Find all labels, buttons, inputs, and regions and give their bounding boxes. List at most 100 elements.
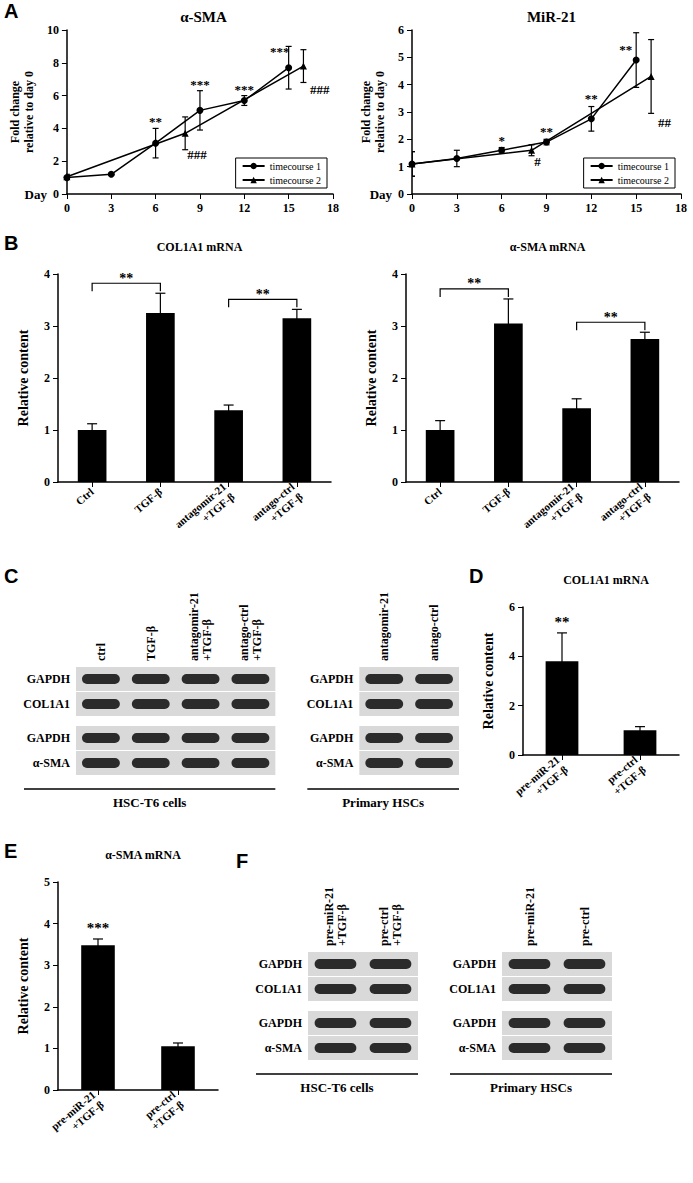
svg-text:2: 2 — [44, 1000, 50, 1014]
svg-text:3: 3 — [44, 319, 50, 333]
svg-text:3: 3 — [44, 958, 50, 972]
svg-text:**: ** — [619, 42, 632, 57]
svg-text:12: 12 — [585, 201, 597, 215]
svg-text:***: *** — [190, 77, 210, 92]
svg-text:GAPDH: GAPDH — [310, 731, 354, 745]
svg-text:2: 2 — [53, 154, 59, 168]
svg-text:+TGF-β: +TGF-β — [611, 763, 648, 797]
svg-text:Relative content: Relative content — [16, 937, 31, 1034]
svg-text:4: 4 — [53, 121, 59, 135]
svg-text:4: 4 — [398, 78, 404, 92]
svg-text:GAPDH: GAPDH — [27, 731, 71, 745]
svg-text:relative to day 0: relative to day 0 — [22, 71, 36, 153]
svg-text:3: 3 — [108, 201, 114, 215]
svg-text:+TGF-β: +TGF-β — [149, 1098, 186, 1132]
svg-text:α-SMA mRNA: α-SMA mRNA — [105, 848, 181, 862]
svg-text:antagomir-21+TGF-β: antagomir-21+TGF-β — [187, 592, 214, 661]
svg-text:timecourse 2: timecourse 2 — [270, 175, 321, 186]
svg-text:Day: Day — [370, 187, 393, 202]
svg-text:COL1A1: COL1A1 — [307, 697, 354, 711]
svg-text:2: 2 — [392, 371, 398, 385]
svg-text:9: 9 — [197, 201, 203, 215]
svg-text:COL1A1: COL1A1 — [449, 982, 496, 996]
svg-text:0: 0 — [392, 475, 398, 489]
svg-text:0: 0 — [44, 1083, 50, 1097]
svg-text:Ctrl: Ctrl — [421, 485, 444, 507]
svg-text:COL1A1 mRNA: COL1A1 mRNA — [563, 573, 649, 587]
svg-text:6: 6 — [153, 201, 159, 215]
svg-text:+TGF-β: +TGF-β — [548, 490, 585, 524]
svg-text:Fold change: Fold change — [8, 80, 22, 143]
svg-text:***: *** — [235, 82, 255, 97]
svg-text:0: 0 — [53, 187, 59, 201]
svg-text:2: 2 — [398, 132, 404, 146]
svg-text:Day: Day — [25, 187, 48, 202]
svg-text:antago-ctrl+TGF-β: antago-ctrl+TGF-β — [237, 604, 264, 661]
svg-text:1: 1 — [44, 423, 50, 437]
svg-text:HSC-T6 cells: HSC-T6 cells — [113, 795, 186, 810]
svg-text:10: 10 — [47, 23, 59, 37]
svg-text:6: 6 — [509, 600, 515, 614]
svg-text:**: ** — [149, 114, 162, 129]
svg-text:2: 2 — [509, 699, 515, 713]
svg-text:pre-miR-21: pre-miR-21 — [523, 887, 537, 946]
svg-text:antago-ctrl: antago-ctrl — [427, 604, 441, 661]
svg-text:15: 15 — [283, 201, 295, 215]
svg-text:0: 0 — [409, 201, 415, 215]
svg-text:**: ** — [256, 287, 270, 302]
svg-text:4: 4 — [44, 917, 50, 931]
svg-text:8: 8 — [53, 56, 59, 70]
svg-text:α-SMA mRNA: α-SMA mRNA — [510, 240, 586, 254]
svg-text:12: 12 — [238, 201, 250, 215]
svg-text:1: 1 — [398, 160, 404, 174]
svg-text:5: 5 — [44, 875, 50, 889]
svg-text:**: ** — [604, 310, 618, 325]
svg-text:+TGF-β: +TGF-β — [69, 1098, 106, 1132]
svg-text:Primary HSCs: Primary HSCs — [490, 1080, 572, 1095]
svg-text:timecourse 2: timecourse 2 — [618, 175, 669, 186]
svg-text:9: 9 — [544, 201, 550, 215]
svg-text:0: 0 — [398, 187, 404, 201]
svg-text:*: * — [498, 133, 505, 148]
svg-text:Primary HSCs: Primary HSCs — [342, 795, 424, 810]
svg-text:relative to day 0: relative to day 0 — [373, 71, 387, 153]
svg-text:***: *** — [87, 920, 110, 936]
svg-text:###: ### — [187, 147, 207, 162]
svg-text:+TGF-β: +TGF-β — [616, 490, 653, 524]
svg-text:###: ### — [310, 82, 330, 97]
svg-text:timecourse 1: timecourse 1 — [618, 161, 669, 172]
svg-text:1: 1 — [44, 1041, 50, 1055]
svg-text:##: ## — [658, 115, 672, 130]
svg-text:α-SMA: α-SMA — [265, 1041, 303, 1055]
svg-text:15: 15 — [630, 201, 642, 215]
svg-text:TGF-β: TGF-β — [480, 485, 512, 515]
svg-text:Ctrl: Ctrl — [73, 485, 96, 507]
svg-text:2: 2 — [44, 371, 50, 385]
svg-text:0: 0 — [44, 475, 50, 489]
svg-text:pre-ctrl: pre-ctrl — [578, 906, 592, 946]
svg-text:18: 18 — [675, 201, 687, 215]
svg-text:α-SMA: α-SMA — [459, 1041, 497, 1055]
svg-text:ctrl: ctrl — [94, 642, 108, 661]
svg-text:TGF-β: TGF-β — [132, 485, 164, 515]
svg-text:4: 4 — [509, 649, 515, 663]
svg-text:18: 18 — [327, 201, 339, 215]
svg-text:α-SMA: α-SMA — [33, 756, 71, 770]
svg-text:#: # — [534, 154, 541, 169]
svg-text:**: ** — [540, 124, 553, 139]
svg-text:**: ** — [119, 271, 133, 286]
svg-text:6: 6 — [398, 23, 404, 37]
svg-text:5: 5 — [398, 50, 404, 64]
svg-text:1: 1 — [392, 423, 398, 437]
svg-text:timecourse 1: timecourse 1 — [270, 161, 321, 172]
svg-text:6: 6 — [499, 201, 505, 215]
svg-text:α-SMA: α-SMA — [316, 756, 354, 770]
svg-text:GAPDH: GAPDH — [453, 957, 497, 971]
svg-text:3: 3 — [454, 201, 460, 215]
svg-text:COL1A1 mRNA: COL1A1 mRNA — [157, 240, 243, 254]
svg-text:**: ** — [467, 276, 481, 291]
svg-text:HSC-T6 cells: HSC-T6 cells — [300, 1080, 373, 1095]
svg-text:4: 4 — [392, 267, 398, 281]
svg-text:COL1A1: COL1A1 — [255, 982, 302, 996]
svg-text:0: 0 — [64, 201, 70, 215]
